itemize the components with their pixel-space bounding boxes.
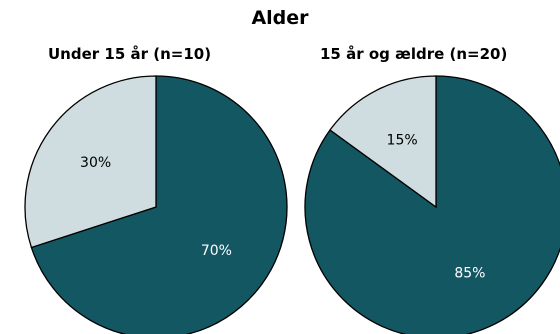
pie-under-15: 70% 30% (24, 75, 288, 334)
pie-slice-15-and-older-1 (329, 75, 437, 209)
slice-label-under-15-1: 30% (80, 155, 111, 171)
pie-slice-under-15-1 (24, 75, 157, 249)
slice-label-15-and-older-0: 85% (454, 266, 485, 282)
pie-15-and-older: 85% 15% (304, 75, 560, 334)
pie-slice-under-15-0 (30, 75, 288, 334)
pie-title-15-and-older: 15 år og ældre (n=20) (320, 45, 508, 63)
slice-label-under-15-0: 70% (201, 243, 232, 259)
chart-title: Alder (251, 7, 309, 29)
pie-title-under-15: Under 15 år (n=10) (48, 45, 212, 63)
slice-label-15-and-older-1: 15% (387, 133, 418, 149)
